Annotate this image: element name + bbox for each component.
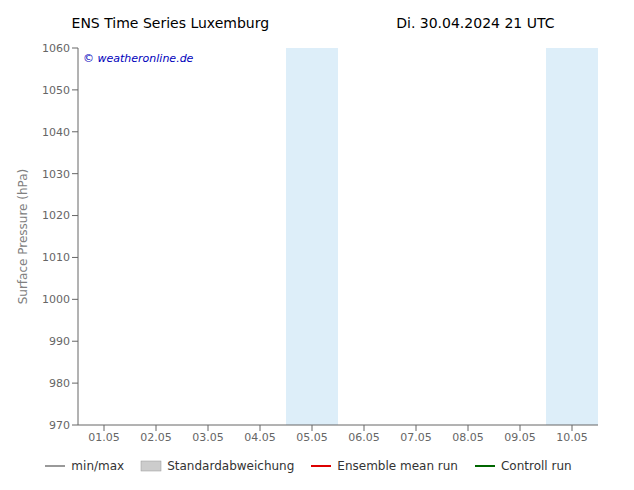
- svg-text:Surface Pressure (hPa): Surface Pressure (hPa): [16, 169, 30, 305]
- svg-text:980: 980: [49, 377, 70, 390]
- svg-text:1000: 1000: [42, 293, 70, 306]
- html-text:© weatheronline.de: © weatheronline.de: [83, 52, 194, 65]
- html-text:ENS Time Series Luxemburg: ENS Time Series Luxemburg: [71, 15, 270, 31]
- svg-text:04.05: 04.05: [244, 431, 276, 444]
- svg-text:990: 990: [49, 335, 70, 348]
- svg-text:1030: 1030: [42, 168, 70, 181]
- svg-text:10.05: 10.05: [556, 431, 588, 444]
- svg-text:06.05: 06.05: [348, 431, 380, 444]
- svg-text:01.05: 01.05: [88, 431, 120, 444]
- html-text:Standardabweichung: Standardabweichung: [167, 459, 295, 473]
- svg-text:02.05: 02.05: [140, 431, 172, 444]
- html-text:Controll run: Controll run: [501, 459, 572, 473]
- html-text:min/max: min/max: [71, 459, 125, 473]
- html-text:Ensemble mean run: Ensemble mean run: [337, 459, 458, 473]
- svg-text:07.05: 07.05: [400, 431, 432, 444]
- svg-text:1010: 1010: [42, 251, 70, 264]
- svg-text:05.05: 05.05: [296, 431, 328, 444]
- svg-text:09.05: 09.05: [504, 431, 536, 444]
- svg-text:08.05: 08.05: [452, 431, 484, 444]
- svg-text:03.05: 03.05: [192, 431, 224, 444]
- svg-text:1060: 1060: [42, 42, 70, 55]
- svg-text:1020: 1020: [42, 209, 70, 222]
- svg-text:1050: 1050: [42, 84, 70, 97]
- svg-text:970: 970: [49, 419, 70, 432]
- svg-text:1040: 1040: [42, 126, 70, 139]
- html-text:Di. 30.04.2024 21 UTC: Di. 30.04.2024 21 UTC: [396, 15, 555, 31]
